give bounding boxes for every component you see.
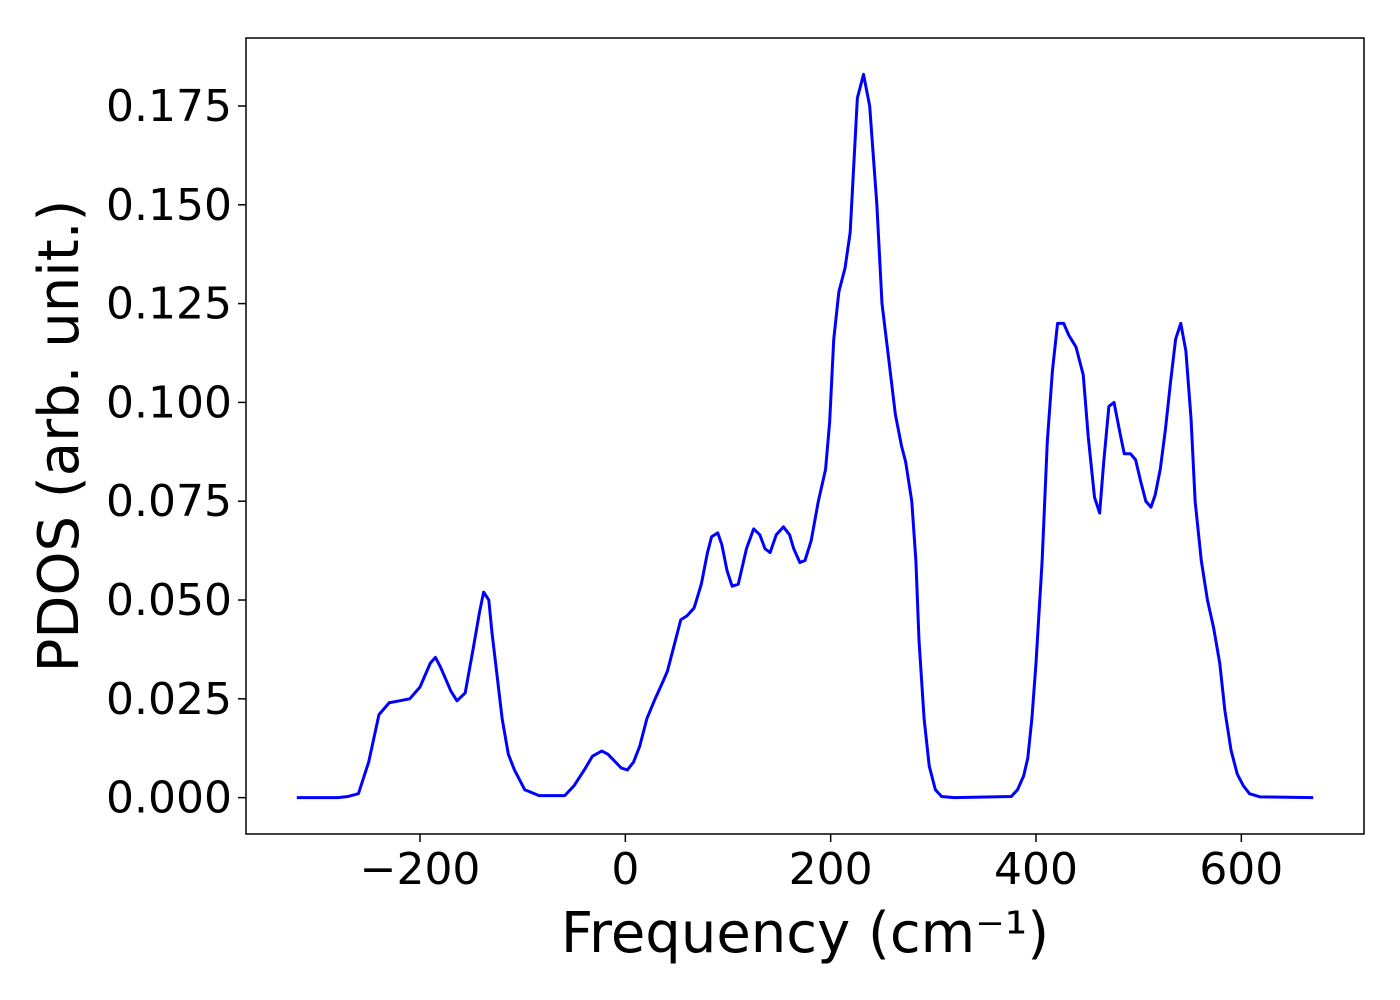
x-tick-label: 200 xyxy=(789,844,873,895)
y-axis-label: PDOS (arb. unit.) xyxy=(27,200,92,673)
y-tick-label: 0.175 xyxy=(106,81,232,132)
x-axis-label: Frequency (cm⁻¹) xyxy=(561,901,1049,966)
data-line xyxy=(296,72,1314,800)
y-tick-label: 0.100 xyxy=(106,377,232,428)
y-tick-label: 0.075 xyxy=(106,476,232,527)
x-tick-label: −200 xyxy=(360,844,481,895)
y-tick-label: 0.000 xyxy=(106,773,232,824)
plot-frame xyxy=(245,37,1365,835)
y-tick-label: 0.125 xyxy=(106,279,232,330)
y-tick-label: 0.025 xyxy=(106,674,232,725)
y-tick-label: 0.150 xyxy=(106,180,232,231)
x-tick-label: 0 xyxy=(611,844,639,895)
x-tick-label: 600 xyxy=(1199,844,1283,895)
y-tick-label: 0.050 xyxy=(106,575,232,626)
x-tick-label: 400 xyxy=(994,844,1078,895)
